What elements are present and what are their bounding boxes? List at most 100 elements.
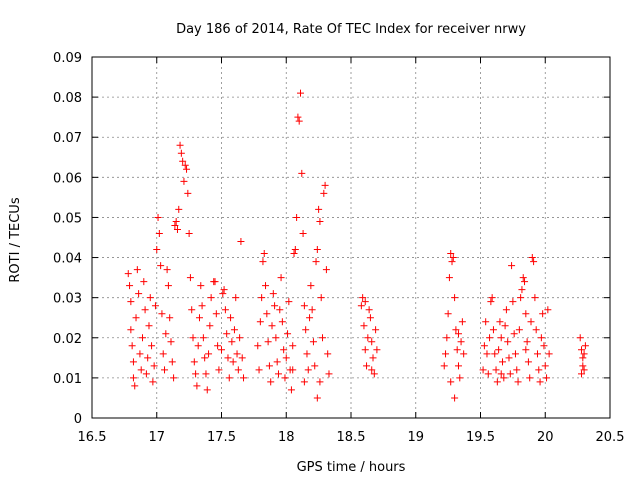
data-point bbox=[155, 229, 163, 237]
data-point bbox=[234, 366, 242, 374]
axis-ticks bbox=[91, 56, 611, 419]
data-point bbox=[289, 366, 297, 374]
data-point bbox=[238, 354, 246, 362]
data-point bbox=[132, 314, 140, 322]
x-tick-label: 18.5 bbox=[337, 430, 366, 445]
data-point bbox=[225, 374, 233, 382]
data-point bbox=[276, 306, 284, 314]
data-point bbox=[207, 294, 215, 302]
data-point bbox=[361, 346, 369, 354]
data-point bbox=[148, 342, 156, 350]
data-point bbox=[484, 370, 492, 378]
data-point bbox=[445, 274, 453, 282]
x-tick-label: 19 bbox=[407, 430, 424, 445]
data-point bbox=[195, 314, 203, 322]
data-point bbox=[360, 322, 368, 330]
data-point bbox=[479, 366, 487, 374]
y-axis-label: ROTI / TECUs bbox=[8, 197, 23, 282]
data-point bbox=[302, 326, 310, 334]
data-point bbox=[133, 266, 141, 274]
data-point bbox=[144, 354, 152, 362]
data-point bbox=[300, 302, 308, 310]
data-point bbox=[177, 149, 185, 157]
data-point bbox=[260, 250, 268, 258]
data-point bbox=[255, 366, 263, 374]
data-point bbox=[536, 378, 544, 386]
data-point bbox=[277, 274, 285, 282]
data-point bbox=[313, 394, 321, 402]
y-tick-label: 0.09 bbox=[53, 51, 82, 66]
data-point bbox=[157, 262, 165, 270]
data-point bbox=[299, 229, 307, 237]
data-point bbox=[453, 346, 461, 354]
data-point bbox=[127, 298, 135, 306]
data-point bbox=[307, 282, 315, 290]
data-point bbox=[363, 362, 371, 370]
data-point bbox=[493, 378, 501, 386]
data-point bbox=[359, 294, 367, 302]
data-point bbox=[218, 346, 225, 354]
data-point bbox=[523, 338, 531, 346]
data-point bbox=[259, 258, 267, 266]
data-point bbox=[289, 342, 297, 350]
data-point bbox=[227, 314, 235, 322]
data-point bbox=[442, 350, 450, 358]
data-point bbox=[192, 370, 200, 378]
data-point bbox=[158, 310, 166, 318]
data-point bbox=[126, 282, 134, 290]
data-point bbox=[483, 350, 491, 358]
data-point bbox=[294, 113, 302, 121]
data-point bbox=[372, 326, 380, 334]
data-point bbox=[180, 177, 188, 185]
x-tick-label: 16.5 bbox=[78, 430, 107, 445]
x-tick-label: 17 bbox=[148, 430, 165, 445]
data-point bbox=[167, 338, 175, 346]
data-point bbox=[284, 330, 292, 338]
data-point bbox=[524, 358, 532, 366]
data-point bbox=[497, 334, 505, 342]
y-tick-label: 0.07 bbox=[53, 131, 82, 146]
data-point bbox=[492, 366, 500, 374]
data-point bbox=[581, 342, 589, 350]
data-point bbox=[480, 342, 488, 350]
data-point bbox=[531, 294, 539, 302]
data-point bbox=[303, 350, 311, 358]
data-point bbox=[369, 354, 377, 362]
x-tick-label: 18 bbox=[278, 430, 295, 445]
data-point bbox=[183, 165, 191, 173]
data-point bbox=[282, 354, 290, 362]
data-point bbox=[456, 374, 464, 382]
data-point bbox=[271, 302, 279, 310]
data-point bbox=[124, 270, 132, 278]
data-point bbox=[527, 318, 535, 326]
y-tick-label: 0.08 bbox=[53, 91, 82, 106]
data-point bbox=[268, 322, 276, 330]
data-point bbox=[269, 290, 277, 298]
data-point bbox=[221, 306, 229, 314]
data-point bbox=[368, 338, 376, 346]
data-point bbox=[460, 350, 468, 358]
data-point bbox=[488, 294, 496, 302]
data-point bbox=[515, 326, 523, 334]
data-point bbox=[168, 358, 176, 366]
data-point bbox=[357, 302, 365, 310]
data-point bbox=[580, 366, 588, 374]
data-point bbox=[496, 318, 504, 326]
data-point bbox=[579, 362, 587, 370]
data-point bbox=[186, 274, 194, 282]
x-tick-label: 17.5 bbox=[207, 430, 236, 445]
data-point bbox=[159, 350, 167, 358]
data-point bbox=[312, 258, 320, 266]
data-point bbox=[447, 250, 455, 258]
data-point bbox=[532, 326, 540, 334]
data-point bbox=[228, 338, 236, 346]
data-point bbox=[293, 213, 301, 221]
data-point bbox=[188, 306, 196, 314]
data-point bbox=[316, 378, 324, 386]
data-point bbox=[230, 326, 238, 334]
data-point bbox=[309, 338, 317, 346]
y-tick-label: 0.01 bbox=[53, 372, 82, 387]
data-point bbox=[149, 378, 157, 386]
data-point bbox=[311, 362, 319, 370]
data-point bbox=[324, 350, 332, 358]
